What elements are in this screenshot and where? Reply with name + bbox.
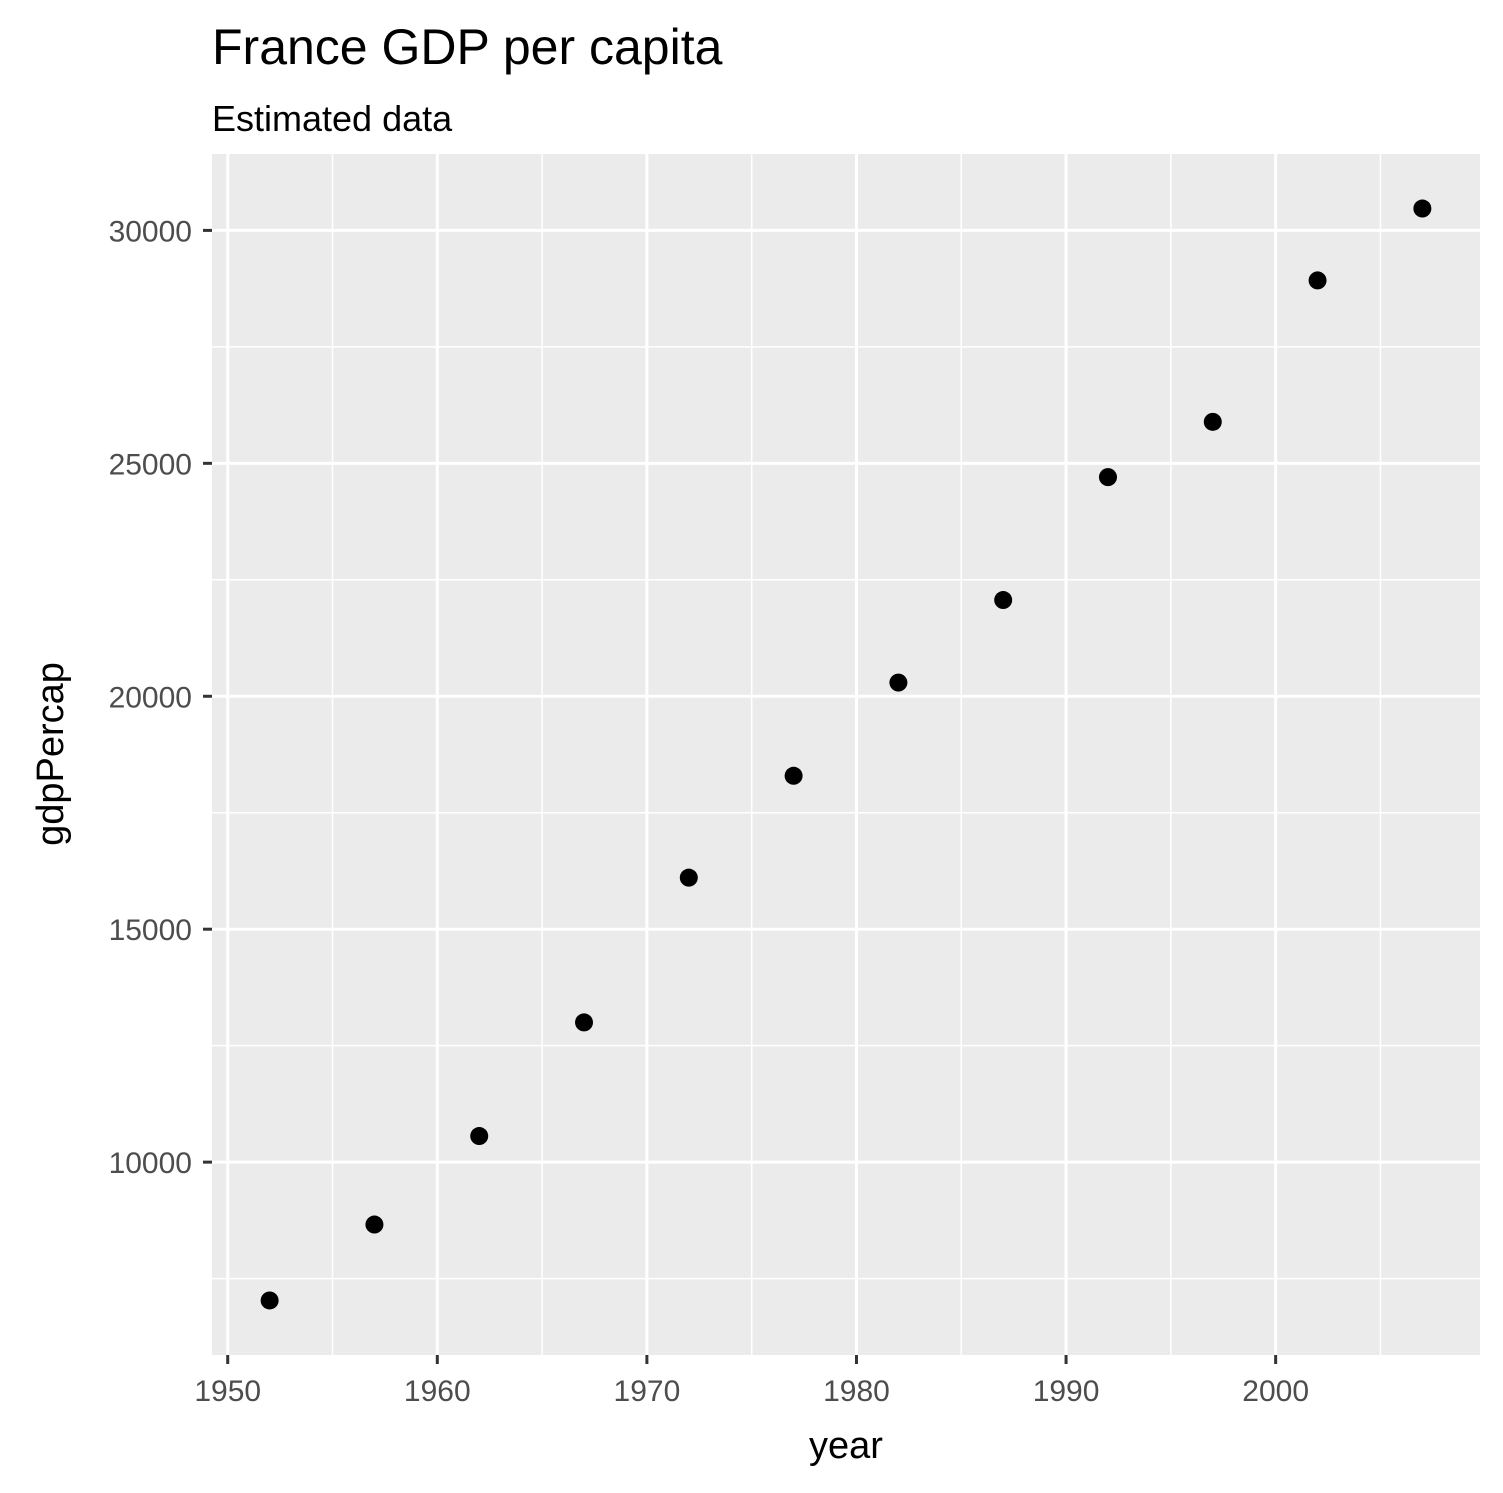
data-point bbox=[575, 1013, 594, 1032]
data-point bbox=[679, 868, 698, 887]
plot-panel bbox=[212, 154, 1480, 1355]
x-tick-label: 1970 bbox=[614, 1375, 681, 1408]
x-tick-label: 1980 bbox=[823, 1375, 890, 1408]
chart-subtitle: Estimated data bbox=[212, 98, 453, 139]
data-point bbox=[470, 1127, 489, 1146]
y-axis-title: gdpPercap bbox=[30, 662, 72, 846]
y-tick-label: 25000 bbox=[109, 448, 192, 481]
gridlines bbox=[212, 154, 1480, 1355]
data-point bbox=[1308, 271, 1327, 290]
y-tick-label: 30000 bbox=[109, 215, 192, 248]
data-point bbox=[889, 673, 908, 692]
data-point bbox=[260, 1291, 279, 1310]
data-points bbox=[260, 199, 1432, 1310]
x-tick-label: 2000 bbox=[1242, 1375, 1309, 1408]
y-tick-label: 20000 bbox=[109, 681, 192, 714]
y-tick-label: 15000 bbox=[109, 914, 192, 947]
data-point bbox=[1413, 199, 1432, 218]
y-tick-label: 10000 bbox=[109, 1147, 192, 1180]
data-point bbox=[994, 591, 1013, 610]
axis-ticks: 1950 1960 1970 1980 1990 2000 10000 15000 20000 2… bbox=[109, 215, 1309, 1408]
data-point bbox=[784, 766, 803, 785]
chart-title: France GDP per capita bbox=[212, 19, 723, 75]
data-point bbox=[1098, 468, 1117, 487]
x-tick-label: 1950 bbox=[194, 1375, 261, 1408]
x-tick-label: 1960 bbox=[404, 1375, 471, 1408]
data-point bbox=[1203, 412, 1222, 431]
x-tick-label: 1990 bbox=[1033, 1375, 1100, 1408]
data-point bbox=[365, 1215, 384, 1234]
x-axis-title: year bbox=[809, 1425, 883, 1467]
